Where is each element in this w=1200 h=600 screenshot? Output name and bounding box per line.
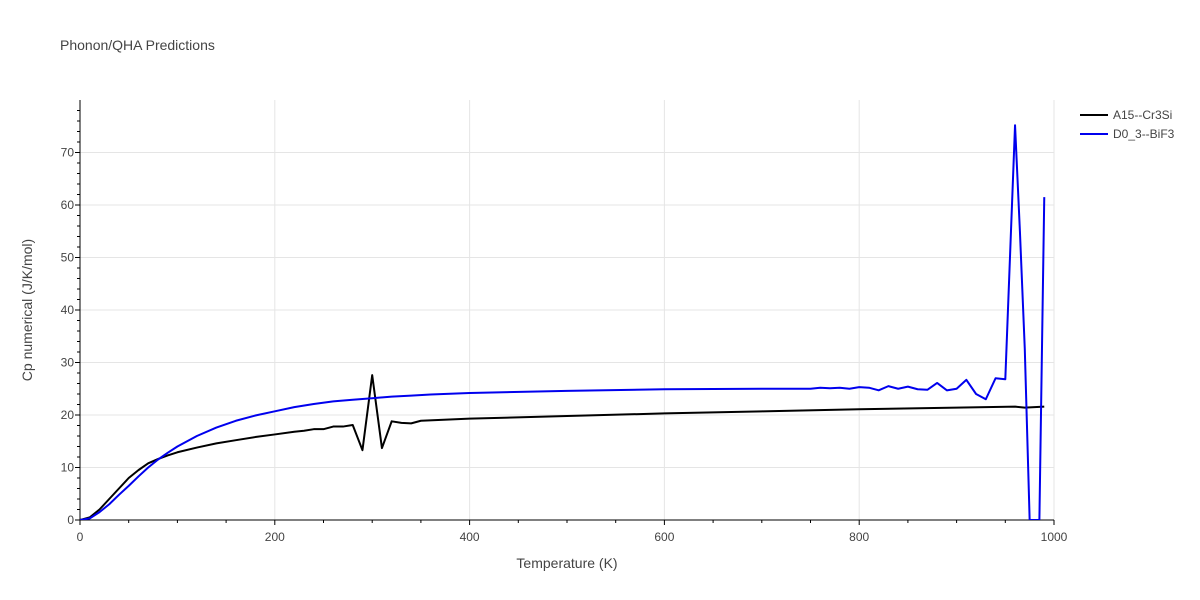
y-tick-label: 60 [61, 198, 75, 212]
x-tick-label: 0 [77, 530, 84, 544]
series-line-0 [80, 374, 1045, 520]
legend-item-1[interactable]: D0_3--BiF3 [1080, 127, 1175, 141]
y-tick-label: 50 [61, 251, 75, 265]
y-tick-label: 10 [61, 461, 75, 475]
x-tick-label: 600 [654, 530, 674, 544]
legend-label: D0_3--BiF3 [1113, 127, 1175, 141]
grid-lines [80, 100, 1055, 520]
y-tick-label: 70 [61, 146, 75, 160]
legend[interactable]: A15--Cr3Si D0_3--BiF3 [1080, 108, 1175, 141]
y-axis-title: Cp numerical (J/K/mol) [19, 239, 35, 381]
axes [75, 100, 1055, 525]
legend-item-0[interactable]: A15--Cr3Si [1080, 108, 1172, 122]
y-tick-label: 40 [61, 303, 75, 317]
y-tick-label: 30 [61, 356, 75, 370]
y-tick-labels: 0 10 20 30 40 50 60 70 [61, 146, 75, 528]
x-tick-label: 1000 [1041, 530, 1068, 544]
x-axis-title: Temperature (K) [516, 555, 617, 571]
series-line-1 [80, 124, 1046, 520]
chart-title: Phonon/QHA Predictions [60, 37, 215, 53]
x-tick-label: 200 [265, 530, 285, 544]
y-tick-label: 20 [61, 408, 75, 422]
x-tick-labels: 0 200 400 600 800 1000 [77, 530, 1068, 544]
x-tick-label: 400 [460, 530, 480, 544]
legend-label: A15--Cr3Si [1113, 108, 1172, 122]
y-tick-label: 0 [67, 513, 74, 527]
series-lines [80, 124, 1046, 520]
x-tick-label: 800 [849, 530, 869, 544]
